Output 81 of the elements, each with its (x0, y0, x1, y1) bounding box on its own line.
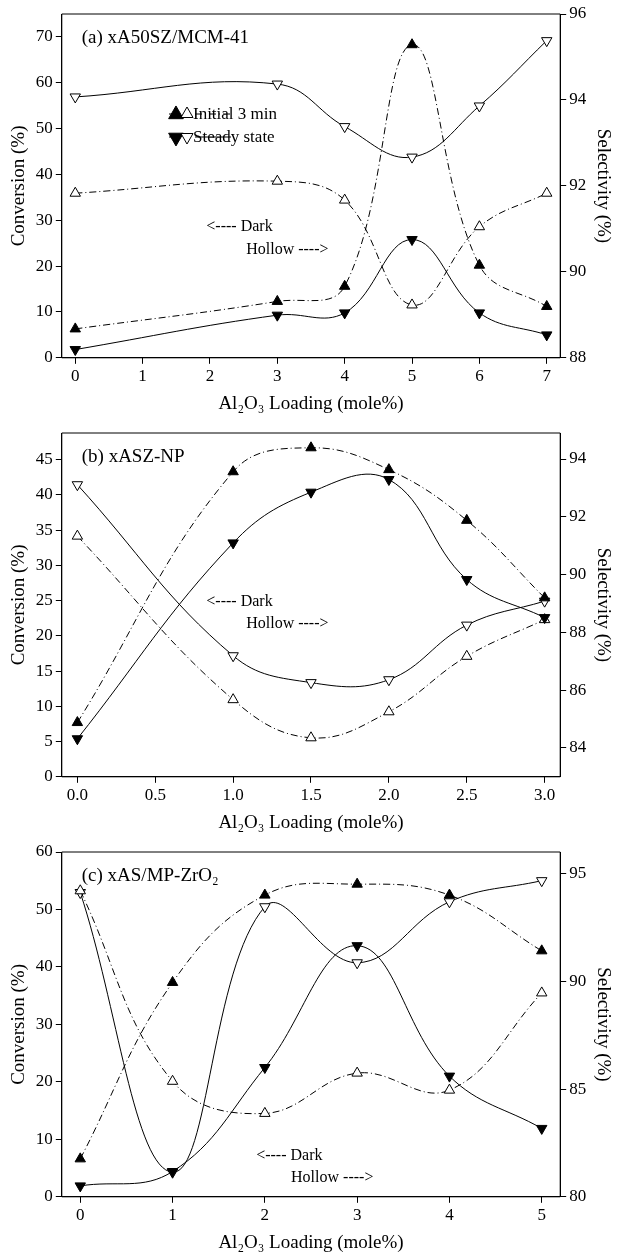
y-tick-label: 30 (35, 1013, 53, 1033)
x-tick-label: 2 (260, 1205, 270, 1225)
x-tick-label: 2 (205, 366, 215, 386)
x-axis-title: Al₂O₃ Loading (mole%) (218, 391, 404, 414)
y2-tick-label: 95 (569, 863, 587, 883)
y2-tick-label: 96 (569, 3, 587, 23)
y-tick-label: 50 (35, 898, 53, 918)
y-tick-label: 0 (44, 1186, 53, 1206)
annotation: <---- Dark (206, 591, 273, 609)
y2-tick-label: 92 (569, 506, 587, 526)
y-axis-title: Conversion (%) (7, 544, 30, 666)
text: (a) xA50SZ/MCM-41 (81, 26, 250, 49)
x-tick-label: 1 (138, 366, 147, 386)
y-tick-label: 0 (44, 347, 53, 367)
x-tick-label: 5 (537, 1205, 546, 1225)
y2-tick-label: 88 (569, 621, 587, 641)
y-tick-label: 35 (35, 519, 53, 539)
y2-tick-label: 86 (569, 679, 587, 699)
y-tick-label: 40 (35, 163, 53, 183)
y2-tick-label: 88 (569, 347, 587, 367)
y-axis-title: Conversion (%) (7, 125, 30, 247)
y-tick-label: 40 (35, 484, 53, 504)
annotation: <---- Dark (206, 217, 273, 235)
y-tick-label: 70 (35, 26, 53, 46)
y2-tick-label: 94 (569, 89, 587, 109)
x-tick-label: 3 (352, 1205, 362, 1225)
y-tick-label: 20 (35, 255, 53, 275)
y2-tick-label: 80 (569, 1186, 587, 1206)
y2-tick-label: 90 (569, 261, 587, 281)
y-tick-label: 20 (35, 1071, 53, 1091)
x-tick-label: 1 (168, 1205, 177, 1225)
y2-tick-label: 92 (569, 175, 587, 195)
x-tick-label: 2.0 (378, 785, 400, 805)
x-tick-label: 1.0 (222, 785, 244, 805)
x-tick-label: 7 (542, 366, 552, 386)
y-tick-label: 30 (35, 554, 53, 574)
y-tick-label: 45 (35, 449, 53, 469)
annotation: Hollow ----> (291, 1168, 374, 1186)
y2-axis-title: Selectivity (%) (592, 967, 615, 1082)
y-tick-label: 5 (44, 731, 53, 751)
x-tick-label: 0 (71, 366, 80, 386)
y-tick-label: 60 (35, 72, 53, 92)
legend-label: Initial 3 min (192, 103, 278, 123)
x-tick-label: 0.5 (144, 785, 166, 805)
x-axis-title: Al₂O₃ Loading (mole%) (218, 1230, 404, 1253)
y2-axis-title: Selectivity (%) (592, 547, 615, 663)
y-tick-label: 15 (35, 660, 53, 680)
annotation: Hollow ----> (246, 614, 329, 632)
text: (c) xAS/MP-ZrO₂ (81, 864, 219, 887)
x-tick-label: 4 (340, 366, 350, 386)
x-tick-label: 3 (273, 366, 282, 386)
y2-axis-title: Selectivity (%) (592, 128, 615, 244)
text: (b) xASZ-NP (81, 445, 185, 468)
annotation: <---- Dark (256, 1145, 323, 1163)
y-tick-label: 60 (35, 841, 53, 861)
annotation: Hollow ----> (246, 239, 329, 257)
x-tick-label: 5 (407, 366, 417, 386)
x-tick-label: 1.5 (300, 785, 322, 805)
y-tick-label: 30 (35, 209, 53, 229)
y2-tick-label: 90 (569, 564, 587, 584)
x-tick-label: 6 (475, 366, 484, 386)
x-tick-label: 2.5 (456, 785, 478, 805)
y-axis-title: Conversion (%) (7, 963, 30, 1085)
y2-tick-label: 85 (569, 1078, 587, 1098)
x-axis-title: Al₂O₃ Loading (mole%) (218, 810, 404, 833)
y2-tick-label: 90 (569, 970, 587, 990)
y-tick-label: 10 (35, 695, 53, 715)
y-tick-label: 20 (35, 625, 53, 645)
y2-tick-label: 94 (569, 448, 587, 468)
x-tick-label: 0.0 (66, 785, 88, 805)
x-tick-label: 3.0 (534, 785, 556, 805)
y-tick-label: 10 (35, 1128, 53, 1148)
y-tick-label: 25 (35, 590, 53, 610)
x-tick-label: 4 (445, 1205, 455, 1225)
x-tick-label: 0 (76, 1205, 85, 1225)
y-tick-label: 0 (44, 766, 53, 786)
y-tick-label: 40 (35, 956, 53, 976)
y-tick-label: 50 (35, 118, 53, 138)
y-tick-label: 10 (35, 301, 53, 321)
legend-label: Steady state (192, 126, 275, 146)
y2-tick-label: 84 (569, 737, 587, 757)
